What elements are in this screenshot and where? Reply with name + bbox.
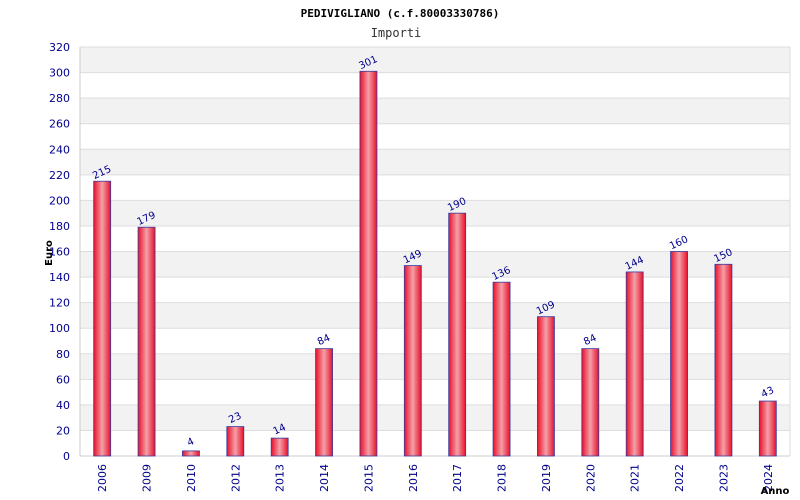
bar-2017 — [448, 212, 467, 457]
value-label: 84 — [316, 333, 332, 348]
bar-2019 — [537, 316, 555, 457]
bar-2012 — [226, 426, 245, 457]
gridlines — [79, 46, 791, 457]
bar-2023 — [714, 263, 733, 457]
value-labels: 2151794231484301149190136109841441601504… — [91, 54, 776, 449]
x-tick-label: 2010 — [185, 464, 198, 492]
x-tick-label: 2015 — [362, 464, 375, 492]
x-tick-label: 2019 — [540, 464, 553, 492]
x-tick-label: 2023 — [717, 464, 730, 492]
y-tick-label: 0 — [63, 450, 70, 463]
y-tick-label: 60 — [56, 373, 70, 386]
x-tick-label: 2020 — [584, 464, 597, 492]
y-tick-label: 120 — [49, 297, 70, 310]
y-tick-label: 300 — [49, 67, 70, 80]
y-tick-label: 180 — [49, 220, 70, 233]
plot-band — [80, 72, 790, 99]
plot-band — [80, 98, 790, 124]
x-tick-label: 2012 — [229, 464, 242, 492]
x-tick-label: 2016 — [407, 464, 420, 492]
value-label: 4 — [186, 436, 196, 449]
x-tick-label: 2024 — [762, 464, 775, 492]
x-tick-label: 2018 — [496, 464, 509, 492]
x-tick-label: 2014 — [318, 464, 331, 492]
bar-2021 — [625, 271, 644, 457]
plot-band — [80, 174, 790, 201]
y-axis-ticks: 0 20 40 60 80 100 120 140 160 180 200 220 240 260 280 3… — [49, 41, 70, 463]
chart-subtitle: Importi — [371, 26, 422, 40]
y-tick-label: 200 — [49, 194, 70, 207]
value-label: 43 — [760, 385, 776, 400]
y-tick-label: 280 — [49, 92, 70, 105]
y-tick-label: 320 — [49, 41, 70, 54]
y-tick-label: 20 — [56, 424, 70, 437]
x-tick-label: 2006 — [96, 464, 109, 492]
x-tick-label: 2013 — [274, 464, 287, 492]
bar-2018 — [492, 281, 511, 457]
y-tick-label: 260 — [49, 118, 70, 131]
plot-band — [80, 225, 790, 252]
value-label: 84 — [582, 333, 598, 348]
bar-2006 — [93, 180, 112, 457]
y-axis-label: Euro — [44, 240, 55, 266]
y-tick-label: 240 — [49, 143, 70, 156]
x-tick-label: 2021 — [629, 464, 642, 492]
plot-band — [80, 200, 790, 226]
x-tick-label: 2009 — [141, 464, 154, 492]
bar-2013 — [270, 437, 289, 457]
bar-2015 — [359, 70, 378, 457]
bar-2016 — [403, 265, 422, 457]
x-axis-ticks: 2006 2009 2010 2012 2013 2014 2015 2016 2017 2018… — [96, 464, 775, 492]
bars — [93, 70, 777, 457]
bar-2009 — [137, 226, 156, 457]
bar-2014 — [315, 348, 333, 457]
chart-title: PEDIVIGLIANO (c.f.80003330786) — [301, 7, 500, 20]
bar-2020 — [581, 348, 600, 457]
plot-band — [80, 123, 790, 150]
x-tick-label: 2022 — [673, 464, 686, 492]
plot-band — [80, 149, 790, 175]
value-label: 23 — [227, 411, 243, 426]
y-tick-label: 100 — [49, 322, 70, 335]
plot-band — [80, 47, 790, 73]
bar-2010 — [182, 450, 200, 457]
value-label: 14 — [272, 422, 288, 437]
y-tick-label: 40 — [56, 399, 70, 412]
y-tick-label: 80 — [56, 348, 70, 361]
y-tick-label: 140 — [49, 271, 70, 284]
x-tick-label: 2017 — [451, 464, 464, 492]
bar-2022 — [670, 251, 688, 457]
x-axis-label: Anno — [761, 486, 790, 497]
bar-2024 — [758, 400, 777, 457]
y-tick-label: 160 — [49, 246, 70, 259]
y-tick-label: 220 — [49, 169, 70, 182]
